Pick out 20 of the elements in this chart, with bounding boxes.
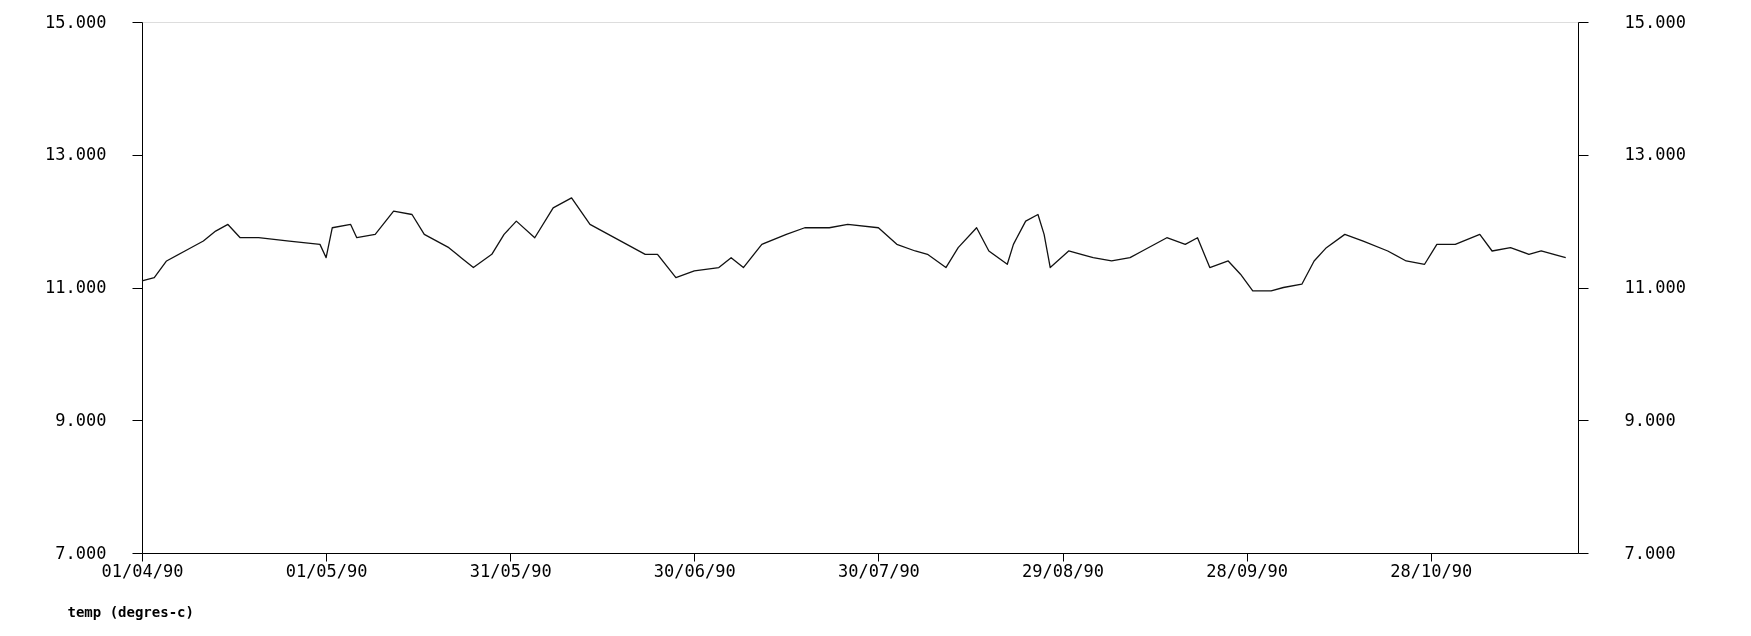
y2-tick-label: 11.000 [1624, 277, 1686, 297]
x-tick-label: 30/07/90 [837, 560, 920, 581]
y-tick-label: 13.000 [45, 144, 107, 165]
x-tick-label: 30/06/90 [653, 560, 736, 581]
y-tick-label: 9.000 [55, 409, 107, 430]
y2-tick-label: 9.000 [1624, 409, 1676, 430]
line-series [141, 197, 1567, 292]
x-tick-label: 01/05/90 [285, 560, 368, 581]
y-tick-label: 7.000 [55, 542, 107, 563]
x-tick-label: 31/05/90 [469, 560, 552, 581]
y-tick-label: 11.000 [45, 277, 107, 297]
y2-tick-label: 7.000 [1624, 542, 1676, 563]
y-tick-label: 15.000 [45, 11, 107, 32]
y2-tick-label: 13.000 [1624, 144, 1686, 165]
y2-tick-label: 15.000 [1624, 11, 1686, 32]
x-tick-label: 01/04/90 [101, 560, 184, 581]
x-tick-label: 28/09/90 [1206, 560, 1289, 581]
x-tick-label: 28/10/90 [1390, 560, 1473, 581]
x-tick-label: 29/08/90 [1022, 560, 1104, 581]
y-axis-title: temp (degres-c) [67, 603, 194, 620]
